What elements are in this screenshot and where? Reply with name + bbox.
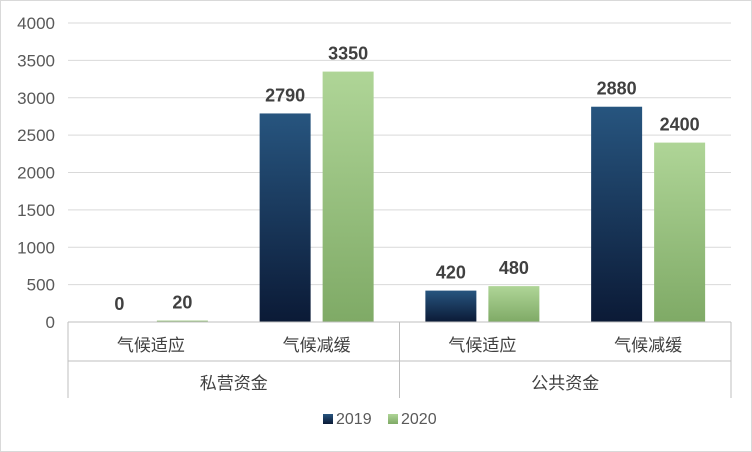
y-tick-label-3500: 3500 — [17, 51, 55, 70]
bar-2019-2 — [425, 290, 477, 322]
bar-2020-1 — [322, 71, 374, 323]
y-tick-label-4000: 4000 — [17, 14, 55, 33]
bar-2020-3 — [654, 142, 706, 322]
data-label-2019-2: 420 — [436, 263, 466, 283]
data-label-2020-3: 2400 — [660, 115, 700, 135]
y-tick-label-1500: 1500 — [17, 201, 55, 220]
x-tick-label-3: 气候减缓 — [614, 336, 682, 356]
data-labels: 0 20 2790 3350 420 480 2880 2400 — [114, 44, 699, 314]
x-tick-label-0: 气候适应 — [117, 336, 185, 356]
legend-swatch-2020 — [388, 414, 398, 424]
x-group-label-1: 公共资金 — [531, 374, 599, 394]
bar-2020-0 — [156, 320, 208, 322]
y-tick-label-2500: 2500 — [17, 126, 55, 145]
y-tick-label-0: 0 — [46, 313, 55, 332]
y-tick-label-1000: 1000 — [17, 238, 55, 257]
data-label-2020-2: 480 — [499, 258, 529, 278]
x-tick-label-1: 气候减缓 — [283, 336, 351, 356]
grid-lines — [68, 22, 731, 286]
bar-2020-2 — [488, 286, 540, 322]
legend-swatch-2019 — [323, 414, 333, 424]
y-tick-label-2000: 2000 — [17, 164, 55, 183]
bars — [156, 71, 706, 323]
data-label-2019-0: 0 — [114, 294, 124, 314]
legend-label-2020: 2020 — [401, 411, 437, 428]
bar-2019-3 — [591, 106, 643, 322]
x-tick-label-2: 气候适应 — [448, 336, 516, 356]
legend: 2019 2020 — [323, 411, 437, 428]
y-tick-label-3000: 3000 — [17, 89, 55, 108]
data-label-2019-1: 2790 — [265, 85, 305, 105]
data-label-2019-3: 2880 — [597, 79, 637, 99]
data-label-2020-1: 3350 — [328, 44, 368, 64]
y-axis-ticks: 0 500 1000 1500 2000 2500 3000 3500 4000 — [17, 14, 55, 332]
bar-2019-1 — [259, 113, 311, 322]
x-group-label-0: 私营资金 — [200, 374, 268, 394]
data-label-2020-0: 20 — [172, 293, 192, 313]
y-tick-label-500: 500 — [27, 276, 55, 295]
legend-label-2019: 2019 — [336, 411, 372, 428]
